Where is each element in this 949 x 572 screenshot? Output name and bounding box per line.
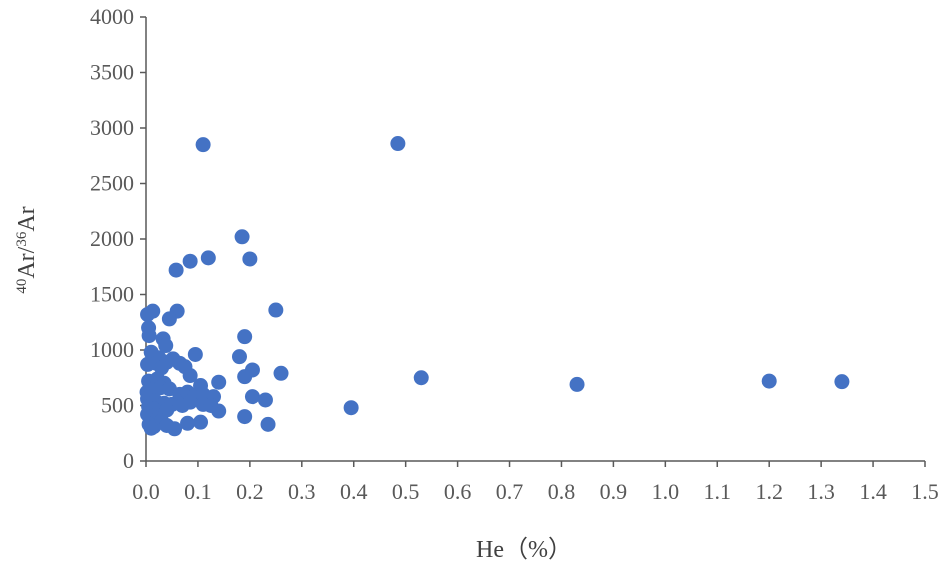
data-point bbox=[143, 420, 159, 436]
x-tick-label: 0.5 bbox=[392, 479, 420, 504]
x-tick-label: 1.3 bbox=[807, 479, 835, 504]
data-point bbox=[231, 349, 247, 365]
data-point bbox=[260, 416, 276, 432]
data-point bbox=[140, 306, 156, 322]
x-tick-label: 0.7 bbox=[496, 479, 524, 504]
data-point bbox=[180, 415, 196, 431]
y-tick-label: 4000 bbox=[90, 4, 134, 29]
data-point bbox=[159, 417, 175, 433]
x-tick-label: 1.4 bbox=[859, 479, 887, 504]
data-point bbox=[413, 370, 429, 386]
x-tick-label: 0.4 bbox=[340, 479, 368, 504]
x-tick-label: 0.0 bbox=[132, 479, 160, 504]
x-tick-label: 0.8 bbox=[548, 479, 576, 504]
y-axis-title: 40Ar/36Ar bbox=[14, 206, 40, 293]
data-point bbox=[187, 346, 203, 362]
data-point bbox=[141, 328, 157, 344]
data-point bbox=[257, 392, 273, 408]
data-point bbox=[242, 251, 258, 267]
data-point bbox=[234, 229, 250, 245]
data-point bbox=[268, 302, 284, 318]
x-tick-label: 1.0 bbox=[652, 479, 680, 504]
data-point bbox=[237, 329, 253, 345]
x-tick-label: 0.3 bbox=[288, 479, 316, 504]
y-tick-label: 1000 bbox=[90, 337, 134, 362]
data-point bbox=[390, 136, 406, 152]
data-point bbox=[161, 311, 177, 327]
y-tick-label: 3500 bbox=[90, 60, 134, 85]
data-point bbox=[244, 389, 260, 405]
data-points bbox=[139, 136, 850, 437]
data-point bbox=[343, 400, 359, 416]
y-tick-label: 2000 bbox=[90, 226, 134, 251]
data-point bbox=[237, 409, 253, 425]
data-point bbox=[182, 368, 198, 384]
y-axis: 0 500 1000 1500 2000 2500 3000 3500 4000 bbox=[90, 4, 146, 473]
x-tick-label: 1.5 bbox=[911, 479, 939, 504]
y-axis-title-sup2: 36 bbox=[14, 231, 30, 247]
x-tick-label: 0.6 bbox=[444, 479, 472, 504]
data-point bbox=[273, 365, 289, 381]
data-point bbox=[182, 394, 198, 410]
x-tick-label: 0.1 bbox=[184, 479, 212, 504]
y-tick-label: 3000 bbox=[90, 115, 134, 140]
y-axis-title-sup1: 40 bbox=[14, 279, 30, 294]
data-point bbox=[211, 374, 227, 390]
x-axis-title: He（%） bbox=[476, 537, 572, 563]
data-point bbox=[158, 338, 174, 354]
data-point bbox=[237, 369, 253, 385]
data-point bbox=[834, 374, 850, 390]
data-point bbox=[195, 137, 211, 153]
y-tick-label: 1500 bbox=[90, 282, 134, 307]
data-point bbox=[569, 376, 585, 392]
y-axis-title-base1: Ar/ bbox=[14, 246, 40, 278]
data-point bbox=[211, 403, 227, 419]
x-tick-label: 0.9 bbox=[600, 479, 628, 504]
data-point bbox=[168, 262, 184, 278]
x-axis: 0.0 0.1 0.2 0.3 0.4 0.5 0.6 0.7 0.8 0.9 1.0 1.1 1.2 1… bbox=[132, 461, 939, 504]
data-point bbox=[761, 373, 777, 389]
y-tick-label: 0 bbox=[123, 448, 134, 473]
y-axis-title-base2: Ar bbox=[14, 206, 40, 231]
data-point bbox=[193, 414, 209, 430]
data-point bbox=[182, 253, 198, 269]
x-tick-label: 0.2 bbox=[236, 479, 264, 504]
data-point bbox=[200, 250, 216, 266]
x-tick-label: 1.2 bbox=[755, 479, 783, 504]
y-tick-label: 500 bbox=[101, 393, 134, 418]
y-tick-label: 2500 bbox=[90, 171, 134, 196]
x-tick-label: 1.1 bbox=[704, 479, 732, 504]
